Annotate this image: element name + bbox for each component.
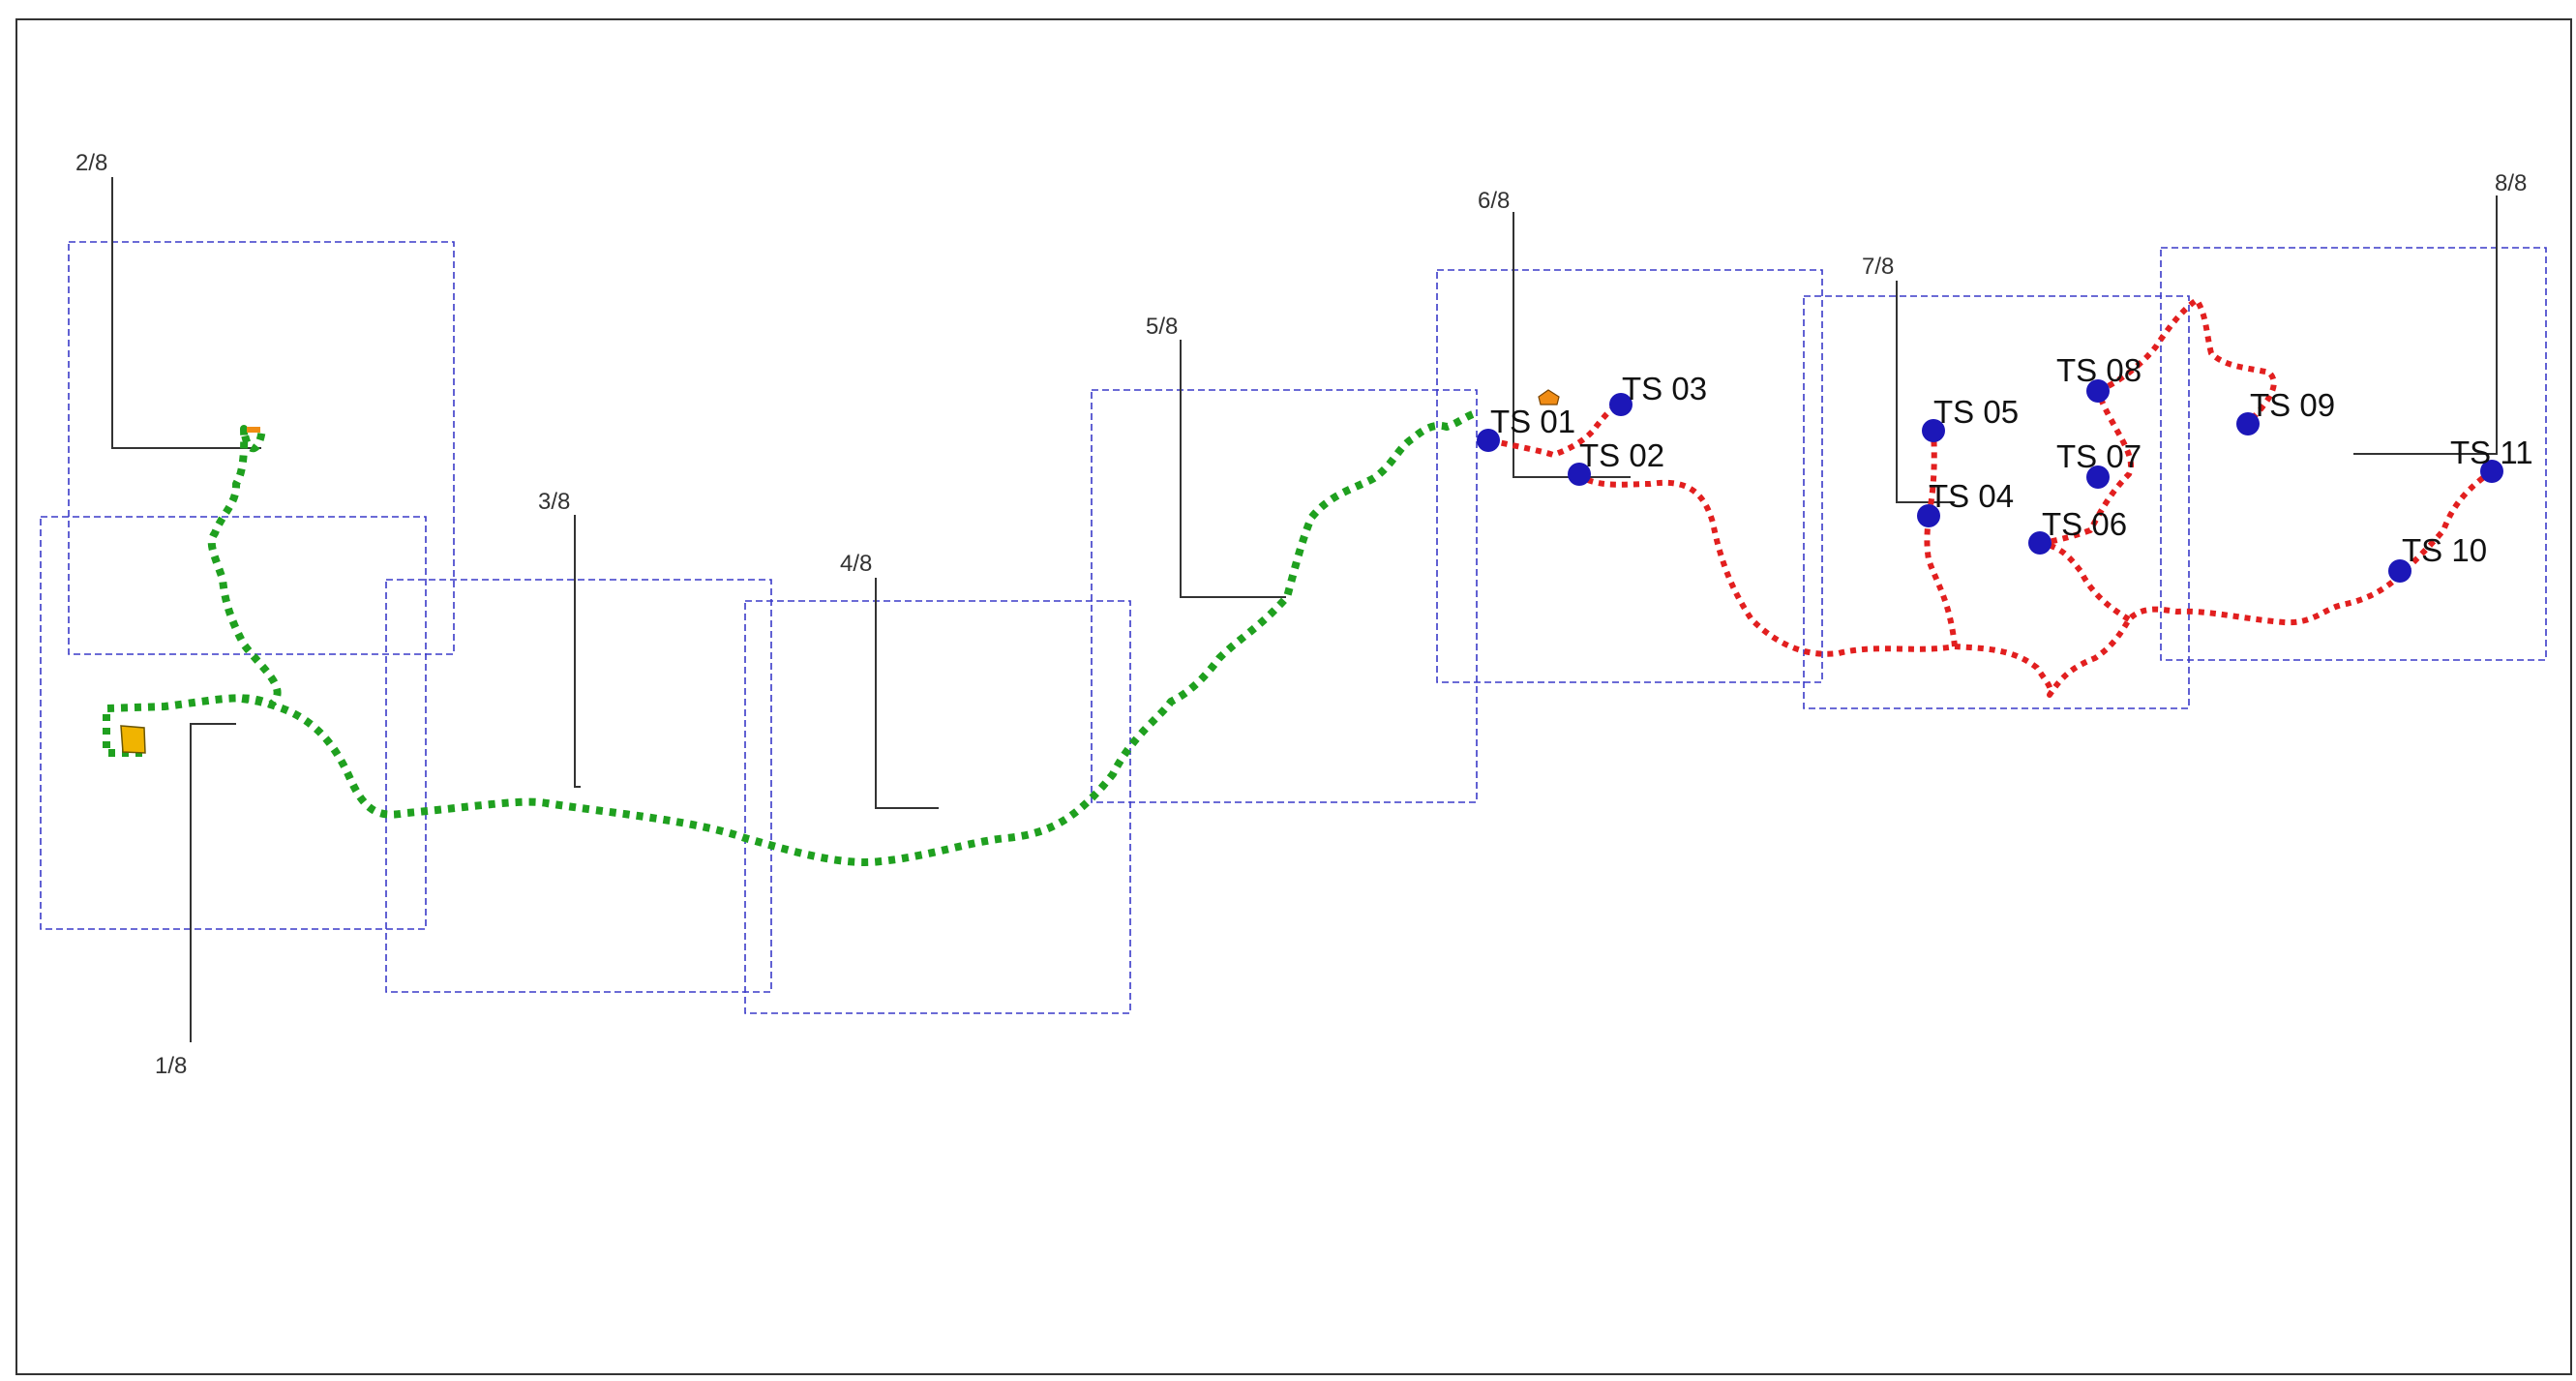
ts-marker-06 [2028, 531, 2052, 555]
sheet-frame-1 [40, 516, 427, 930]
ts-marker-04 [1917, 504, 1940, 527]
ts-marker-05 [1922, 419, 1945, 442]
branch-route-ts06 [2039, 540, 2131, 622]
ts-label-06: TS 06 [2042, 506, 2127, 542]
ts-label-07: TS 07 [2056, 438, 2142, 474]
sheet-frame-8 [2160, 247, 2547, 661]
branch-route-main-trunk [1575, 468, 2494, 698]
sheet-label-6: 6/8 [1478, 188, 1510, 214]
end-marker-icon [247, 427, 260, 433]
sheet-frame-3 [385, 579, 772, 993]
sheet-frame-2 [68, 241, 455, 655]
sheet-leader-3 [574, 515, 581, 788]
branch-route-ts07-ts08 [2039, 390, 2134, 546]
ts-label-02: TS 02 [1579, 437, 1664, 473]
branch-route-ts05 [1926, 430, 1937, 517]
sheet-label-5: 5/8 [1146, 314, 1178, 340]
sheet-leader-1 [190, 723, 236, 1042]
branch-route-ts08-ts09 [2096, 297, 2277, 426]
ts-label-11: TS 11 [2450, 435, 2533, 470]
ts-marker-10 [2388, 559, 2411, 583]
ts-label-03: TS 03 [1622, 371, 1707, 406]
sheet-frame-6 [1436, 269, 1823, 683]
sheet-leader-2 [111, 177, 261, 449]
sheet-label-7: 7/8 [1862, 254, 1894, 280]
sheet-label-3: 3/8 [538, 489, 570, 515]
ts-label-10: TS 10 [2402, 532, 2487, 568]
ts-label-05: TS 05 [1933, 394, 2019, 430]
ts-label-09: TS 09 [2250, 387, 2335, 423]
ts-marker-02 [1568, 463, 1591, 486]
main-route [103, 410, 1475, 866]
sheet-leader-6 [1513, 212, 1631, 478]
ts-marker-03 [1609, 393, 1632, 416]
sheet-labels: 1/8 2/8 3/8 4/8 5/8 6/8 7/8 8/8 [75, 150, 2527, 1079]
ts-label-08: TS 08 [2056, 352, 2142, 388]
sheet-leader-4 [875, 578, 939, 809]
sheet-label-8: 8/8 [2495, 170, 2527, 196]
ts-marker-11 [2480, 460, 2503, 483]
sheet-frame-7 [1803, 295, 2190, 709]
sheet-frame-4 [744, 600, 1131, 1014]
station-labels: TS 01 TS 02 TS 03 TS 04 TS 05 TS 06 TS 0… [1490, 352, 2533, 568]
ts-marker-07 [2086, 465, 2110, 489]
ts-marker-01 [1477, 429, 1500, 452]
sheet-leader-7 [1896, 281, 1955, 503]
sheet-leader-8 [2353, 195, 2498, 455]
ts-marker-09 [2236, 412, 2260, 435]
sheet-label-4: 4/8 [840, 551, 872, 577]
transformer-stations [1477, 379, 2503, 583]
ts-label-04: TS 04 [1929, 478, 2014, 514]
map-frame [15, 18, 2572, 1375]
sheet-leaders [111, 177, 2498, 1042]
branch-route-ts04 [1924, 515, 1958, 647]
start-building-icon [120, 725, 146, 754]
sheet-label-1: 1/8 [155, 1053, 187, 1079]
ts-label-01: TS 01 [1490, 404, 1575, 439]
sheet-index-grid [40, 241, 2547, 1014]
sheet-frame-5 [1091, 389, 1478, 803]
junction-building-icon [1538, 389, 1560, 405]
ts-marker-08 [2086, 379, 2110, 403]
sheet-label-2: 2/8 [75, 150, 107, 176]
sheet-leader-5 [1180, 340, 1286, 598]
